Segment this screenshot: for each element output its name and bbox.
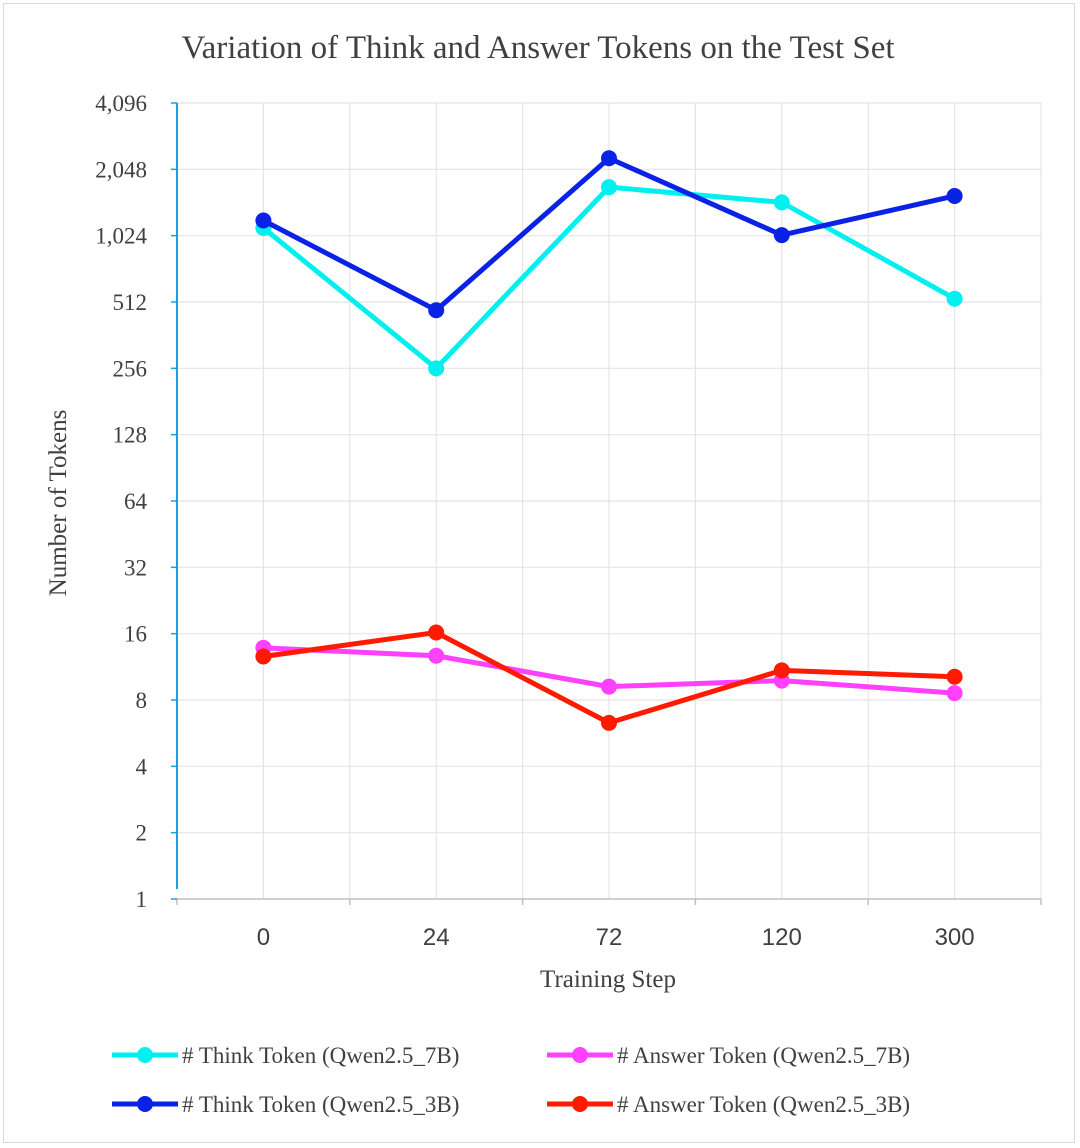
x-tick-label: 72	[596, 924, 623, 951]
data-point	[428, 360, 445, 377]
y-tick-label: 64	[124, 489, 148, 514]
data-point	[255, 212, 272, 229]
x-tick-label: 0	[257, 924, 270, 951]
data-point	[601, 714, 617, 731]
legend-label: # Answer Token (Qwen2.5_3B)	[617, 1092, 910, 1117]
y-tick-label: 8	[136, 688, 148, 713]
data-point	[946, 187, 963, 204]
y-tick-label: 512	[113, 290, 148, 315]
data-point	[773, 227, 790, 244]
chart-frame	[3, 3, 1075, 1143]
legend-swatch-marker	[137, 1047, 153, 1063]
data-point	[255, 648, 272, 665]
y-tick-label: 2,048	[95, 157, 147, 182]
chart-title: Variation of Think and Answer Tokens on …	[181, 30, 894, 66]
legend-label: # Think Token (Qwen2.5_3B)	[182, 1092, 459, 1117]
legend-item: # Answer Token (Qwen2.5_7B)	[547, 1043, 910, 1068]
y-tick-label: 4,096	[95, 91, 147, 116]
x-tick-label: 120	[762, 924, 802, 951]
data-point	[428, 624, 445, 641]
y-tick-label: 256	[113, 356, 148, 381]
grid-lines	[177, 102, 1042, 899]
axes	[171, 102, 1042, 905]
y-tick-label: 2	[136, 821, 148, 846]
legend-label: # Answer Token (Qwen2.5_7B)	[617, 1043, 910, 1068]
data-point	[601, 179, 617, 196]
data-point	[946, 668, 963, 685]
legend-item: # Think Token (Qwen2.5_7B)	[112, 1043, 459, 1068]
y-tick-label: 1	[136, 887, 148, 912]
y-axis-label: Number of Tokens	[45, 410, 72, 597]
data-point	[428, 302, 445, 319]
data-point	[428, 647, 445, 664]
data-point	[946, 685, 963, 702]
legend-item: # Think Token (Qwen2.5_3B)	[112, 1092, 459, 1117]
legend: # Think Token (Qwen2.5_7B) # Answer Token…	[112, 1043, 910, 1117]
x-tick-label: 24	[423, 924, 450, 951]
legend-swatch-marker	[572, 1096, 588, 1112]
series-group	[255, 150, 963, 731]
y-tick-label: 128	[113, 423, 148, 448]
y-tick-label: 4	[136, 754, 148, 779]
legend-swatch-marker	[137, 1096, 153, 1112]
data-point	[773, 194, 790, 211]
data-point	[601, 678, 617, 695]
x-axis-label: Training Step	[540, 966, 676, 993]
x-tick-label: 300	[935, 924, 975, 951]
y-tick-label: 16	[124, 622, 147, 647]
y-tick-label: 1,024	[95, 224, 147, 249]
data-point	[946, 290, 963, 307]
legend-item: # Answer Token (Qwen2.5_3B)	[547, 1092, 910, 1117]
y-tick-label: 32	[124, 555, 147, 580]
legend-label: # Think Token (Qwen2.5_7B)	[182, 1043, 459, 1068]
legend-swatch-marker	[572, 1047, 588, 1063]
data-point	[601, 150, 617, 167]
data-point	[773, 662, 790, 679]
